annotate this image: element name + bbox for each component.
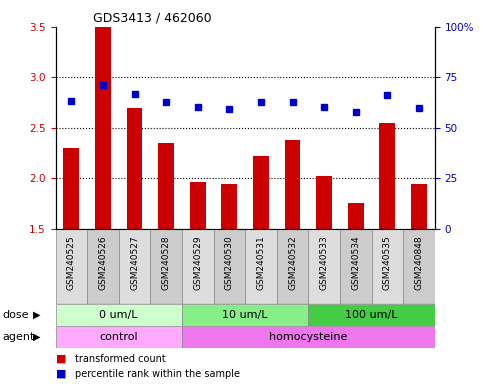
Text: GSM240535: GSM240535 [383,235,392,290]
Bar [56,229,87,304]
Text: ▶: ▶ [32,310,40,320]
Bar [87,229,119,304]
Text: GSM240534: GSM240534 [351,235,360,290]
Bar [308,304,435,326]
Bar [308,229,340,304]
Bar [56,326,182,348]
Bar [371,229,403,304]
Text: GSM240526: GSM240526 [99,235,107,290]
Text: GDS3413 / 462060: GDS3413 / 462060 [94,11,212,24]
Bar [63,148,79,229]
Bar [348,203,364,229]
Text: GSM240527: GSM240527 [130,235,139,290]
Text: ■: ■ [56,354,66,364]
Bar [190,182,206,229]
Text: GSM240529: GSM240529 [193,235,202,290]
Bar [182,304,308,326]
Text: 10 um/L: 10 um/L [222,310,268,320]
Bar [253,156,269,229]
Bar [158,143,174,229]
Text: GSM240532: GSM240532 [288,235,297,290]
Bar [316,177,332,229]
Text: transformed count: transformed count [75,354,166,364]
Bar [95,27,111,229]
Bar [245,229,277,304]
Bar [340,229,371,304]
Bar [277,229,308,304]
Bar [221,184,237,229]
Bar [182,229,213,304]
Text: 100 um/L: 100 um/L [345,310,398,320]
Bar [56,304,182,326]
Bar [127,108,142,229]
Text: dose: dose [2,310,29,320]
Bar [284,140,300,229]
Text: ▶: ▶ [32,332,40,342]
Bar [119,229,150,304]
Text: percentile rank within the sample: percentile rank within the sample [75,369,240,379]
Bar [213,229,245,304]
Text: agent: agent [2,332,35,342]
Bar [380,123,395,229]
Text: homocysteine: homocysteine [269,332,347,342]
Bar [411,184,427,229]
Bar [182,326,435,348]
Text: 0 um/L: 0 um/L [99,310,138,320]
Text: GSM240533: GSM240533 [320,235,328,290]
Text: ■: ■ [56,369,66,379]
Text: GSM240525: GSM240525 [67,235,76,290]
Text: GSM240530: GSM240530 [225,235,234,290]
Text: control: control [99,332,138,342]
Text: GSM240848: GSM240848 [414,235,424,290]
Text: GSM240531: GSM240531 [256,235,266,290]
Bar [403,229,435,304]
Bar [150,229,182,304]
Text: GSM240528: GSM240528 [162,235,170,290]
